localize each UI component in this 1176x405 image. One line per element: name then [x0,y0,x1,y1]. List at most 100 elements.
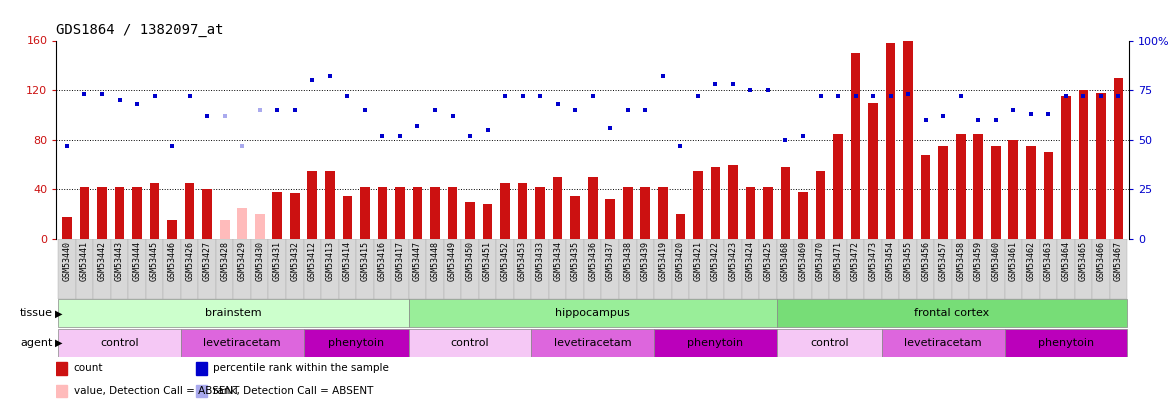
Text: GSM53419: GSM53419 [659,241,667,281]
Bar [921,155,930,239]
Bar [238,208,247,239]
Bar [935,239,951,299]
Text: GSM53415: GSM53415 [360,241,369,281]
Bar [360,187,369,239]
Bar [1009,140,1018,239]
Bar [199,239,216,299]
Bar [413,187,422,239]
Text: GSM53449: GSM53449 [448,241,457,281]
Bar [951,239,969,299]
Text: GSM53462: GSM53462 [1027,241,1035,281]
Text: GSM53414: GSM53414 [343,241,352,281]
Bar [742,239,760,299]
Bar [781,167,790,239]
Bar [1075,239,1093,299]
Bar [448,187,457,239]
Bar [1004,239,1022,299]
Text: GSM53442: GSM53442 [98,241,107,281]
Bar [167,220,176,239]
Bar [532,239,549,299]
Text: GSM53426: GSM53426 [185,241,194,281]
Text: value, Detection Call = ABSENT: value, Detection Call = ABSENT [74,386,239,396]
Text: GSM53464: GSM53464 [1062,241,1070,281]
Bar [882,239,900,299]
Bar [1025,146,1036,239]
Text: GSM53452: GSM53452 [501,241,509,281]
Bar [56,385,67,397]
Bar [724,239,742,299]
Bar [196,385,207,397]
Text: GSM53412: GSM53412 [308,241,316,281]
Bar [1040,239,1057,299]
Bar [567,239,584,299]
Bar [776,299,1128,328]
Text: GSM53436: GSM53436 [588,241,597,281]
Bar [601,239,619,299]
Bar [80,187,89,239]
Bar [794,239,811,299]
Text: GSM53434: GSM53434 [553,241,562,281]
Bar [339,239,356,299]
Text: GSM53454: GSM53454 [887,241,895,281]
Bar [987,239,1004,299]
Bar [693,171,703,239]
Bar [98,187,107,239]
Text: GSM53465: GSM53465 [1078,241,1088,281]
Bar [675,214,686,239]
Bar [325,171,335,239]
Text: GSM53445: GSM53445 [151,241,159,281]
Text: phenytoin: phenytoin [687,338,743,347]
Bar [938,146,948,239]
Bar [128,239,146,299]
Bar [654,328,776,357]
Text: GSM53427: GSM53427 [202,241,212,281]
Bar [181,328,303,357]
Bar [535,187,544,239]
Text: GSM53456: GSM53456 [921,241,930,281]
Bar [482,204,493,239]
Bar [286,239,303,299]
Text: phenytoin: phenytoin [1037,338,1094,347]
Text: GSM53468: GSM53468 [781,241,790,281]
Text: GSM53466: GSM53466 [1096,241,1105,281]
Bar [1110,239,1128,299]
Text: control: control [450,338,489,347]
Bar [409,328,532,357]
Bar [500,183,510,239]
Bar [392,239,409,299]
Text: GSM53428: GSM53428 [220,241,229,281]
Bar [273,192,282,239]
Bar [409,239,426,299]
Text: GSM53463: GSM53463 [1044,241,1053,281]
Bar [1043,152,1054,239]
Text: brainstem: brainstem [205,309,262,318]
Bar [466,202,475,239]
Bar [1096,93,1105,239]
Bar [115,187,125,239]
Bar [517,183,527,239]
Bar [636,239,654,299]
Bar [250,239,268,299]
Bar [290,193,300,239]
Bar [864,239,882,299]
Bar [886,43,895,239]
Bar [202,190,212,239]
Bar [606,199,615,239]
Text: GSM53455: GSM53455 [903,241,913,281]
Text: rank, Detection Call = ABSENT: rank, Detection Call = ABSENT [213,386,374,396]
Bar [56,362,67,375]
Text: GSM53448: GSM53448 [430,241,440,281]
Bar [461,239,479,299]
Text: frontal cortex: frontal cortex [914,309,989,318]
Text: levetiracetam: levetiracetam [554,338,632,347]
Text: GSM53417: GSM53417 [395,241,405,281]
Bar [900,239,917,299]
Bar [641,187,650,239]
Bar [185,183,194,239]
Text: GSM53472: GSM53472 [851,241,860,281]
Bar [303,239,321,299]
Bar [811,239,829,299]
Bar [659,187,668,239]
Bar [549,239,567,299]
Text: GSM53446: GSM53446 [168,241,176,281]
